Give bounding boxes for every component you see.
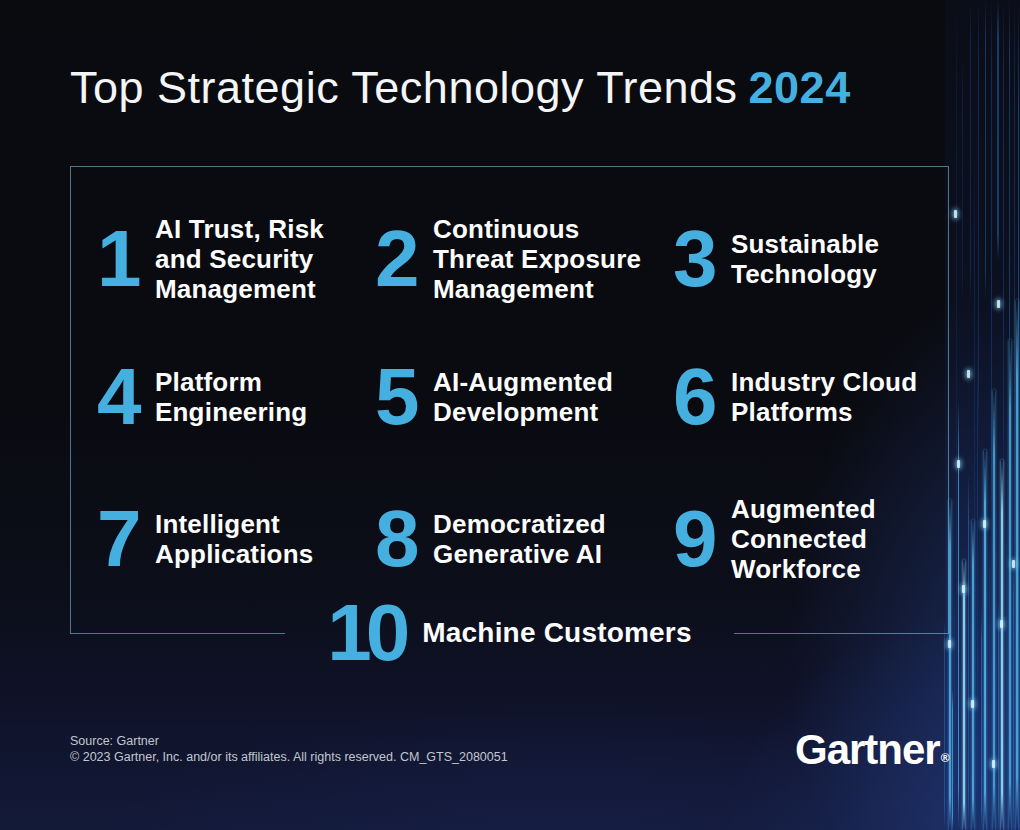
light-streak [956, 0, 957, 830]
light-streak [970, 0, 971, 300]
light-streak [963, 560, 965, 830]
light-streak [977, 350, 978, 830]
page-title: Top Strategic Technology Trends2024 [70, 62, 851, 114]
light-streak [978, 0, 979, 430]
light-streak [991, 0, 992, 520]
light-streak [1009, 0, 1010, 380]
border-line-left [70, 633, 285, 634]
trend-10-number: 10 [327, 593, 404, 673]
light-dot [992, 760, 995, 768]
trend-8-number: 8 [375, 499, 433, 579]
light-streak [984, 450, 986, 830]
trend-2-number: 2 [375, 219, 433, 299]
light-streak [972, 520, 974, 830]
light-streak [989, 540, 990, 830]
light-streak [974, 150, 975, 830]
trend-3-number: 3 [673, 219, 731, 299]
light-streak [1009, 340, 1011, 830]
trend-6-number: 6 [673, 357, 731, 437]
registered-trademark-icon: ® [941, 751, 950, 765]
trend-3-label: Sustainable Technology [731, 229, 879, 289]
trend-5-label: AI-Augmented Development [433, 367, 613, 427]
trend-5-number: 5 [375, 357, 433, 437]
light-streak [949, 500, 951, 830]
trend-4-label: Platform Engineering [155, 367, 307, 427]
light-streak [1006, 520, 1007, 830]
border-line-right [734, 633, 949, 634]
light-dot [967, 370, 970, 378]
light-streak [968, 470, 969, 830]
trend-1-label: AI Trust, Risk and Security Management [155, 214, 324, 304]
trend-9-number: 9 [673, 499, 731, 579]
light-dot [962, 585, 965, 593]
trend-2-label: Continuous Threat Exposure Management [433, 214, 641, 304]
trend-3: 3 Sustainable Technology [657, 167, 948, 351]
source-line: Source: Gartner [70, 733, 508, 749]
light-dot [997, 300, 1000, 308]
trend-2: 2 Continuous Threat Exposure Management [364, 167, 657, 351]
light-streak [985, 0, 986, 300]
trend-7-label: Intelligent Applications [155, 509, 313, 569]
trend-1: 1 AI Trust, Risk and Security Management [71, 167, 364, 351]
light-dot [1012, 560, 1015, 568]
trend-4: 4 Platform Engineering [71, 351, 364, 443]
trends-box: 1 AI Trust, Risk and Security Management… [70, 166, 949, 633]
light-streak [981, 610, 982, 830]
gartner-logo: Gartner® [795, 726, 950, 774]
trends-grid: 1 AI Trust, Risk and Security Management… [71, 167, 948, 633]
light-streak [998, 600, 999, 830]
trend-10: 10 Machine Customers [70, 593, 949, 673]
trend-5: 5 AI-Augmented Development [364, 351, 657, 443]
light-dot [971, 700, 974, 708]
trend-1-number: 1 [97, 219, 155, 299]
light-dot [954, 210, 957, 218]
light-streak [1014, 0, 1015, 620]
light-streak [1018, 0, 1019, 830]
light-dot [957, 460, 960, 468]
trend-8-label: Democratized Generative AI [433, 509, 606, 569]
footer-source: Source: Gartner © 2023 Gartner, Inc. and… [70, 733, 508, 765]
gartner-logo-text: Gartner [795, 726, 940, 773]
copyright-line: © 2023 Gartner, Inc. and/or its affiliat… [70, 749, 508, 765]
light-dot [983, 520, 986, 528]
light-streak [954, 590, 955, 830]
light-streak [1001, 460, 1003, 830]
trend-9-label: Augmented Connected Workforce [731, 494, 876, 584]
trend-10-label: Machine Customers [422, 617, 691, 649]
light-streak [997, 0, 999, 260]
trend-6-label: Industry Cloud Platforms [731, 367, 917, 427]
trend-4-number: 4 [97, 357, 155, 437]
title-text: Top Strategic Technology Trends [70, 62, 738, 113]
light-streak [1013, 560, 1014, 830]
light-streak [1003, 0, 1004, 480]
light-streak [1016, 300, 1018, 830]
trend-7-number: 7 [97, 499, 155, 579]
trend-6: 6 Industry Cloud Platforms [657, 351, 948, 443]
light-streak [952, 690, 953, 830]
light-streak [962, 60, 963, 300]
title-year: 2024 [749, 62, 851, 113]
light-dot [1000, 620, 1003, 628]
